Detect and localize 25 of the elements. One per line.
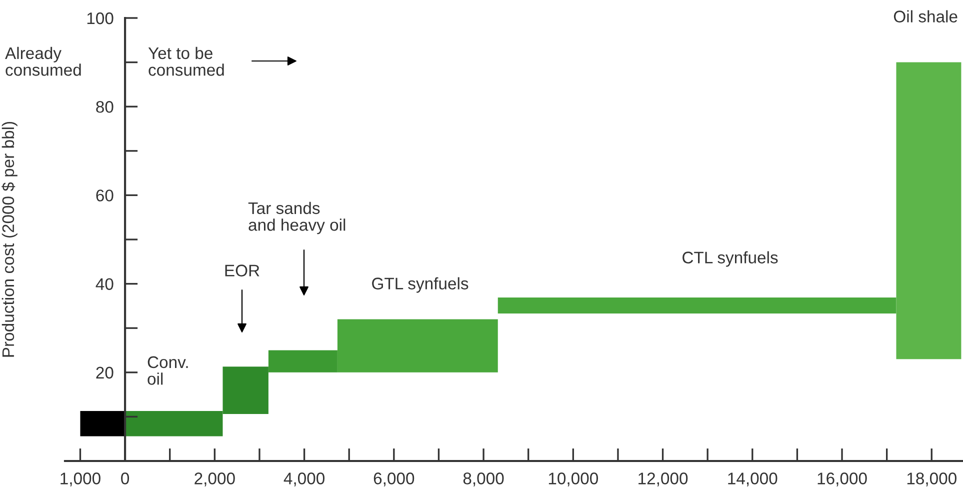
y-tick-label: 20: [96, 366, 114, 379]
annotation: EOR: [225, 264, 260, 276]
annotation: Tar sands and heavy oil: [248, 202, 346, 234]
x-tick-label: 10,000: [548, 472, 598, 486]
y-tick-label: 100: [87, 12, 114, 24]
annotation: CTL synfuels: [682, 251, 778, 267]
annotation: Yet to be consumed: [148, 46, 224, 76]
x-tick-label: 0: [121, 472, 130, 484]
x-tick-label: 12,000: [638, 472, 688, 486]
y-axis-title: Production cost (2000 $ per bbl): [2, 122, 18, 357]
x-tick-label: 1,000: [60, 472, 100, 486]
x-tick-label: 14,000: [728, 472, 778, 486]
x-tick-label: 16,000: [818, 472, 867, 486]
x-tick-label: 2,000: [194, 472, 235, 486]
annotation: GTL synfuels: [372, 277, 468, 293]
annotation: Conv. oil: [148, 356, 188, 385]
y-tick-label: 60: [96, 190, 114, 202]
x-tick-label: 6,000: [374, 472, 414, 486]
annotation: Oil shale: [894, 10, 958, 22]
x-tick-label: 18,000: [907, 472, 956, 486]
y-tick-label: 80: [96, 101, 114, 113]
y-tick-label: 40: [96, 278, 114, 290]
annotation: Already consumed: [5, 46, 81, 76]
x-tick-label: 8,000: [463, 472, 504, 486]
x-tick-label: 4,000: [284, 472, 324, 486]
